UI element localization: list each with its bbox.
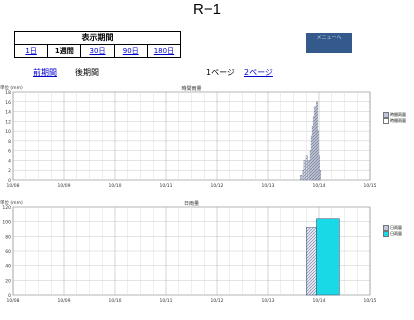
x-tick-label: 10/12 — [211, 298, 224, 304]
x-tick-label: 10/14 — [313, 298, 326, 304]
period-1-week-current: 1週間 — [48, 45, 82, 57]
y-tick-label: 16 — [5, 100, 11, 106]
page-title: R−1 — [193, 1, 221, 18]
hourly-rainfall-bar — [318, 155, 320, 181]
menu-button[interactable]: メニューへ — [306, 33, 352, 53]
chart-title: 日雨量 — [184, 200, 199, 207]
hourly-rainfall-bar — [307, 160, 310, 181]
daily-rainfall-bar — [306, 227, 317, 296]
legend-swatch — [383, 112, 389, 118]
period-30-days-link[interactable]: 30日 — [81, 45, 115, 57]
previous-period-link[interactable]: 前期間 — [33, 68, 57, 77]
y-axis-label: 単位 (mm) — [0, 84, 23, 91]
daily-rainfall-chart: 0 20 40 60 80 100 120 10/08 10/09 10/10 10/11 10/12… — [0, 199, 377, 304]
x-tick-label: 10/12 — [211, 183, 224, 189]
legend-swatch — [383, 231, 389, 237]
legend-swatch — [383, 225, 389, 231]
x-tick-label: 10/15 — [364, 298, 377, 304]
legend-swatch — [383, 118, 389, 124]
y-tick-label: 100 — [2, 220, 11, 226]
hourly-rainfall-bar — [303, 160, 306, 181]
y-tick-label: 12 — [5, 119, 11, 125]
display-period-options: 1日 1週間 30日 90日 180日 — [15, 45, 180, 57]
x-tick-label: 10/13 — [262, 298, 275, 304]
next-period-label: 後期間 — [75, 68, 99, 77]
y-tick-label: 120 — [2, 205, 11, 211]
daily-rainfall-bar — [316, 218, 340, 296]
hourly-legend: 時間雨量 時間雨量 — [383, 112, 414, 124]
y-tick-label: 18 — [5, 90, 11, 96]
x-tick-label: 10/11 — [160, 298, 173, 304]
y-tick-label: 60 — [5, 249, 11, 255]
daily-legend-item-1: 日雨量 — [383, 225, 414, 231]
display-period-heading: 表示期間 — [15, 32, 180, 45]
y-tick-label: 0 — [8, 178, 11, 184]
hourly-legend-item-1: 時間雨量 — [383, 112, 414, 118]
period-1-day-link[interactable]: 1日 — [15, 45, 49, 57]
x-tick-label: 10/11 — [160, 183, 173, 189]
y-axis-label: 単位 (mm) — [0, 199, 23, 206]
x-tick-label: 10/08 — [7, 298, 20, 304]
y-tick-label: 4 — [8, 158, 11, 164]
y-tick-label: 8 — [8, 139, 11, 145]
legend-label: 時間雨量 — [390, 118, 406, 123]
daily-legend: 日雨量 日雨量 — [383, 225, 414, 237]
x-tick-label: 10/15 — [364, 183, 377, 189]
page-2-link[interactable]: 2ページ — [244, 68, 273, 77]
x-tick-label: 10/09 — [58, 183, 71, 189]
chart-title: 時間雨量 — [181, 85, 201, 92]
y-tick-label: 20 — [5, 278, 11, 284]
hourly-rainfall-bar — [300, 174, 303, 181]
hourly-legend-item-2: 時間雨量 — [383, 118, 414, 124]
x-tick-label: 10/09 — [58, 298, 71, 304]
legend-label: 日雨量 — [390, 225, 402, 230]
x-tick-label: 10/13 — [262, 183, 275, 189]
x-tick-label: 10/14 — [313, 183, 326, 189]
x-tick-label: 10/10 — [109, 183, 122, 189]
y-tick-label: 10 — [5, 129, 11, 135]
daily-legend-item-2: 日雨量 — [383, 231, 414, 237]
legend-label: 時間雨量 — [390, 112, 406, 117]
display-period-selector: 表示期間 1日 1週間 30日 90日 180日 — [14, 31, 181, 58]
y-tick-label: 6 — [8, 149, 11, 155]
y-tick-label: 80 — [5, 234, 11, 240]
y-tick-label: 0 — [8, 293, 11, 299]
period-180-days-link[interactable]: 180日 — [153, 47, 175, 55]
y-tick-label: 2 — [8, 168, 11, 174]
legend-label: 日雨量 — [390, 231, 402, 236]
x-tick-label: 10/08 — [7, 183, 20, 189]
hourly-rainfall-chart: 0 2 4 6 8 10 12 14 16 18 10/08 10/09 10/10 10/11 10/12… — [0, 84, 377, 189]
page-1-label: 1ページ — [206, 68, 235, 77]
hourly-rainfall-bar — [305, 155, 308, 181]
x-tick-label: 10/10 — [109, 298, 122, 304]
hourly-rainfall-bar — [319, 170, 321, 181]
y-tick-label: 40 — [5, 264, 11, 270]
period-90-days-link[interactable]: 90日 — [115, 45, 148, 57]
y-tick-label: 14 — [5, 110, 11, 116]
